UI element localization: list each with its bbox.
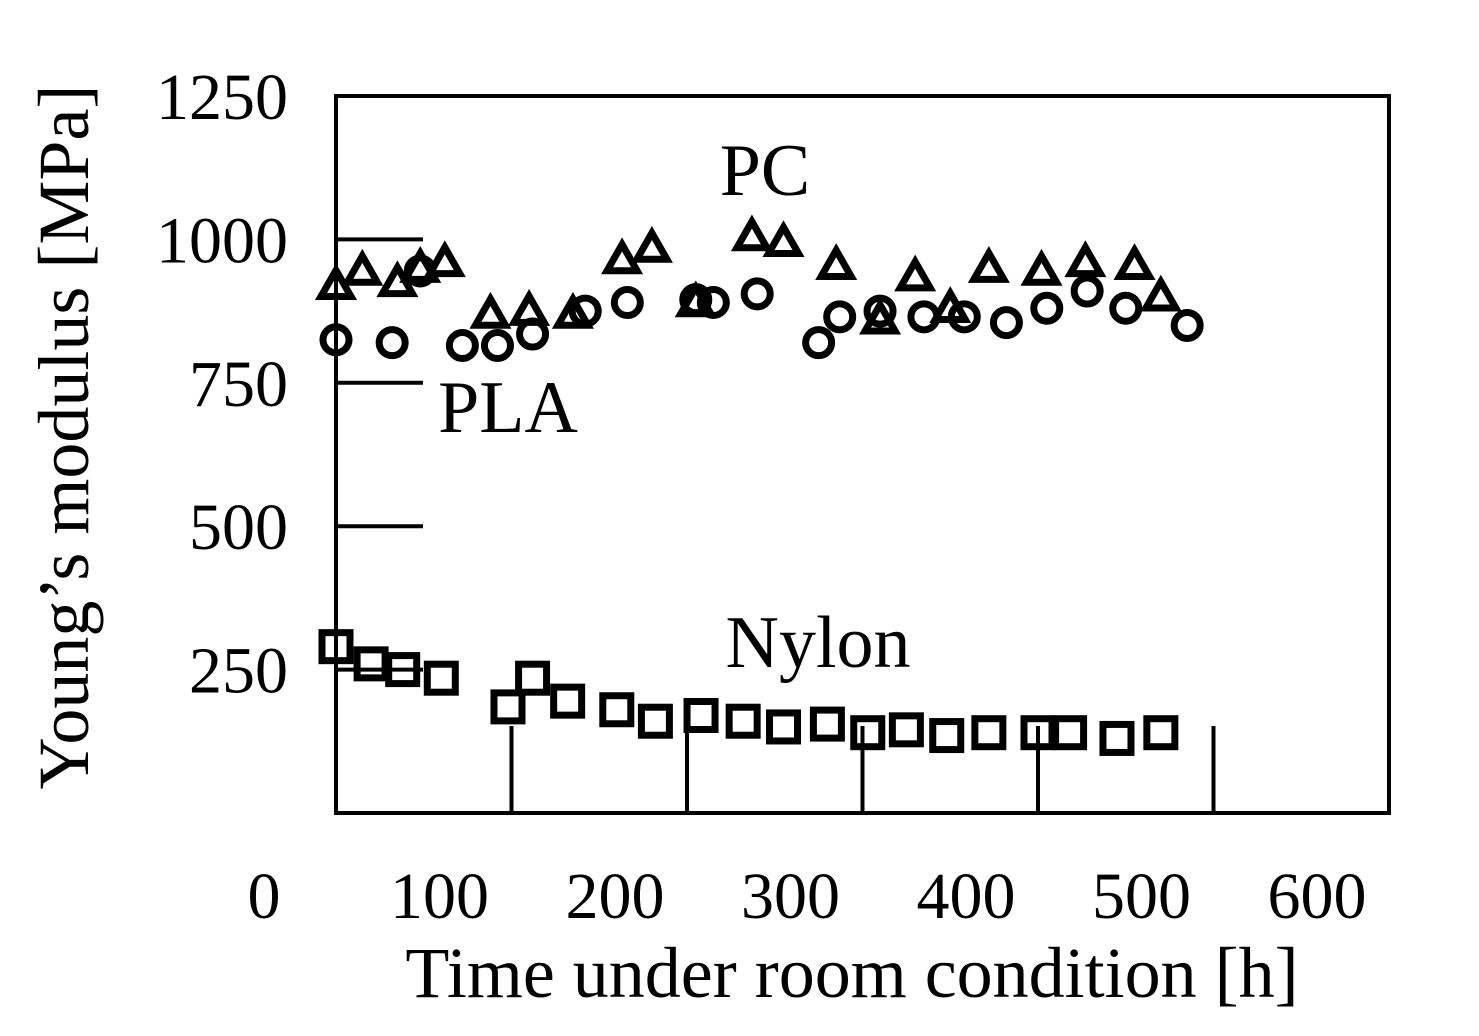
point-pla-11: [802, 326, 836, 360]
point-pc-9: [630, 225, 673, 263]
point-pc-4: [423, 240, 466, 278]
point-nylon-15: [929, 718, 965, 754]
point-pla-14: [907, 300, 941, 334]
x-tick-label-400: 400: [917, 860, 1016, 933]
point-nylon-9: [683, 697, 719, 733]
point-nylon-4: [490, 689, 526, 725]
point-nylon-16: [971, 715, 1007, 751]
series-label-pla: PLA: [438, 367, 578, 449]
point-nylon-10: [725, 703, 761, 739]
point-pc-19: [1064, 240, 1107, 278]
point-pc-20: [1113, 243, 1156, 280]
x-tick-label-200: 200: [566, 860, 665, 933]
point-pla-19: [1109, 291, 1143, 325]
point-pc-21: [1139, 274, 1182, 312]
point-pc-5: [469, 291, 512, 329]
x-axis-label: Time under room condition [h]: [405, 933, 1298, 1013]
x-tick-label-500: 500: [1092, 860, 1191, 933]
point-nylon-8: [637, 703, 673, 739]
point-pla-15: [947, 300, 981, 334]
point-nylon-5: [515, 660, 551, 696]
point-pc-3: [399, 246, 442, 283]
plot-frame: [334, 94, 1391, 815]
tick-labels: 250 500 750 1000 1250 0 100 200 300 400 500 600: [156, 61, 1367, 933]
point-pla-10: [740, 277, 774, 311]
point-pc-11: [730, 214, 773, 252]
point-pla-13: [863, 294, 897, 328]
point-pc-7: [551, 291, 594, 329]
point-nylon-11: [766, 709, 802, 745]
point-pla-17: [1030, 291, 1064, 325]
y-tick-label-1250: 1250: [156, 61, 288, 134]
point-pla-0: [319, 323, 353, 357]
y-axis-label: Young’s modulus [MPa]: [24, 85, 104, 790]
point-pla-2: [403, 254, 437, 288]
point-pla-20: [1170, 308, 1204, 342]
point-nylon-17: [1020, 715, 1056, 751]
point-nylon-14: [888, 712, 924, 748]
point-pc-12: [762, 220, 805, 258]
x-tick-label-600: 600: [1268, 860, 1367, 933]
point-pc-13: [815, 243, 858, 280]
point-pc-8: [601, 237, 644, 275]
x-tick-label-100: 100: [390, 860, 489, 933]
point-pc-15: [894, 254, 937, 292]
point-pc-17: [967, 246, 1010, 283]
point-pla-9: [696, 285, 730, 319]
point-pla-6: [568, 294, 602, 328]
series-label-pc: PC: [720, 130, 811, 212]
point-nylon-13: [850, 715, 886, 751]
point-nylon-3: [423, 660, 459, 696]
point-pla-5: [516, 317, 550, 351]
point-pla-12: [823, 300, 857, 334]
series-label-nylon: Nylon: [726, 602, 911, 684]
point-nylon-18: [1052, 715, 1088, 751]
y-tick-label-500: 500: [189, 491, 288, 564]
point-nylon-19: [1099, 720, 1135, 756]
point-nylon-2: [385, 652, 421, 688]
y-tick-label-250: 250: [189, 635, 288, 708]
point-nylon-12: [809, 706, 845, 742]
point-pla-8: [679, 283, 713, 317]
point-nylon-0: [318, 629, 354, 665]
data-markers: [314, 214, 1204, 756]
point-nylon-1: [353, 646, 389, 682]
x-tick-label-300: 300: [741, 860, 840, 933]
point-nylon-6: [550, 683, 586, 719]
point-nylon-7: [599, 692, 635, 728]
point-pc-18: [1020, 248, 1063, 286]
point-pla-3: [445, 329, 479, 363]
point-pla-7: [610, 285, 644, 319]
point-pla-1: [375, 326, 409, 360]
point-nylon-20: [1143, 715, 1179, 751]
point-pc-1: [341, 248, 384, 286]
y-tick-label-750: 750: [189, 348, 288, 421]
x-tick-label-0: 0: [248, 860, 281, 933]
axis-ticks: [336, 237, 1216, 813]
y-tick-label-1000: 1000: [156, 204, 288, 277]
point-pla-16: [989, 306, 1023, 340]
point-pla-4: [480, 329, 514, 363]
point-pla-18: [1070, 274, 1104, 308]
